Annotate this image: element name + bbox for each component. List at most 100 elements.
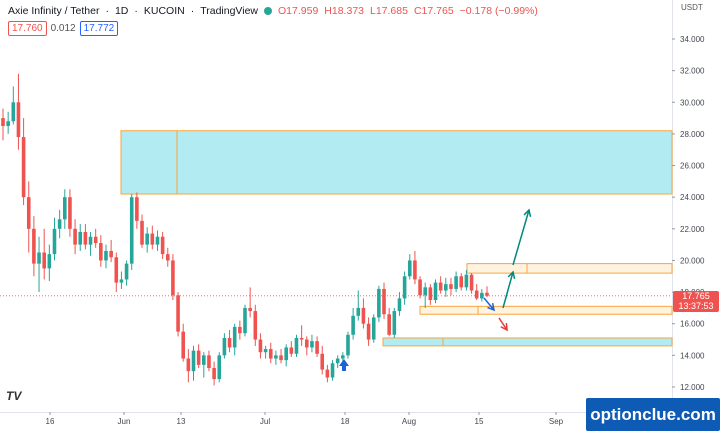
candle-body[interactable] [397,298,402,312]
candle-body[interactable] [480,292,484,299]
candle-body[interactable] [243,307,247,334]
candle-body[interactable] [464,274,469,288]
candle-body[interactable] [181,331,186,359]
zone-resistance[interactable] [120,130,673,195]
candle-body[interactable] [160,236,165,255]
currency-label[interactable]: USDT [681,3,703,12]
candle-body[interactable] [6,121,10,126]
candle-body[interactable] [330,363,335,378]
candle-body[interactable] [47,254,52,269]
candle-body[interactable] [171,260,175,296]
candle-body[interactable] [279,355,283,361]
candle-body[interactable] [402,276,407,299]
candle-body[interactable] [62,197,67,220]
candle-body[interactable] [351,315,355,335]
candle-body[interactable] [68,197,72,229]
candle-body[interactable] [202,355,206,365]
candle-body[interactable] [114,257,119,283]
candle-body[interactable] [165,254,170,261]
candle-body[interactable] [325,369,330,378]
candle-body[interactable] [418,279,422,296]
candle-body[interactable] [88,236,93,245]
candle-body[interactable] [438,282,443,291]
candle-body[interactable] [346,334,350,356]
candle-body[interactable] [454,276,458,289]
arrow-up-large[interactable] [512,209,530,266]
candle-body[interactable] [16,102,21,138]
candle-body[interactable] [104,250,108,261]
candle-body[interactable] [155,236,160,245]
candle-body[interactable] [109,250,113,258]
candle-body[interactable] [407,260,412,277]
candle-body[interactable] [129,197,134,264]
candle-body[interactable] [366,323,371,340]
candle-body[interactable] [335,358,340,364]
candle-body[interactable] [315,341,319,354]
tradingview-logo[interactable]: TV [6,389,22,403]
candle-body[interactable] [289,347,294,354]
candle-body[interactable] [253,311,258,340]
candle-body[interactable] [320,353,325,370]
candle-body[interactable] [186,358,191,372]
candle-body[interactable] [93,236,98,244]
candle-body[interactable] [361,307,366,324]
candle-body[interactable] [21,137,26,198]
candle-body[interactable] [37,252,41,264]
candle-body[interactable] [284,347,288,361]
candle-body[interactable] [299,337,304,340]
candle-body[interactable] [268,349,273,359]
candle-body[interactable] [387,314,391,335]
candle-body[interactable] [196,350,201,365]
price-axis-panel[interactable] [672,0,720,431]
candle-body[interactable] [377,288,381,318]
candle-body[interactable] [11,102,16,122]
candle-body[interactable] [459,276,464,288]
zone-support[interactable] [382,337,673,347]
candle-body[interactable] [341,355,345,359]
candle-body[interactable] [274,355,278,359]
candle-body[interactable] [212,368,216,380]
buy-button[interactable]: 17.772 [79,21,119,36]
candle-body[interactable] [444,284,448,291]
arrow-up-small[interactable] [502,271,514,309]
candle-body[interactable] [469,274,474,291]
candle-body[interactable] [371,317,376,340]
candle-body[interactable] [433,282,438,300]
candle-body[interactable] [26,197,31,229]
candle-body[interactable] [1,118,5,126]
candle-body[interactable] [258,339,263,353]
candle-body[interactable] [32,228,36,264]
candle-body[interactable] [423,287,428,296]
candle-body[interactable] [145,233,149,245]
candle-body[interactable] [207,355,211,369]
candle-body[interactable] [83,231,88,245]
candle-body[interactable] [150,233,155,245]
candle-body[interactable] [310,341,314,348]
candle-body[interactable] [42,252,46,269]
sell-button[interactable]: 17.760 [8,21,47,36]
candle-body[interactable] [78,231,83,245]
arrow-down-red[interactable] [498,317,508,331]
zone-level[interactable] [466,263,673,274]
candle-body[interactable] [382,288,386,315]
candle-body[interactable] [238,326,242,334]
candle-body[interactable] [413,260,417,280]
candle-body[interactable] [119,279,124,283]
candle-body[interactable] [217,355,222,380]
candle-body[interactable] [73,228,77,245]
candle-body[interactable] [232,326,237,348]
candle-body[interactable] [474,290,479,299]
candle-body[interactable] [227,337,232,348]
candle-body[interactable] [392,311,397,335]
arrow-down-blue[interactable] [483,297,495,311]
candle-body[interactable] [176,295,180,332]
candle-body[interactable] [222,337,227,356]
candle-body[interactable] [263,349,268,353]
candle-body[interactable] [52,228,57,255]
candle-body[interactable] [485,292,489,296]
candle-body[interactable] [135,197,139,221]
candle-body[interactable] [294,337,299,354]
candle-body[interactable] [99,243,103,261]
candle-body[interactable] [248,307,252,312]
